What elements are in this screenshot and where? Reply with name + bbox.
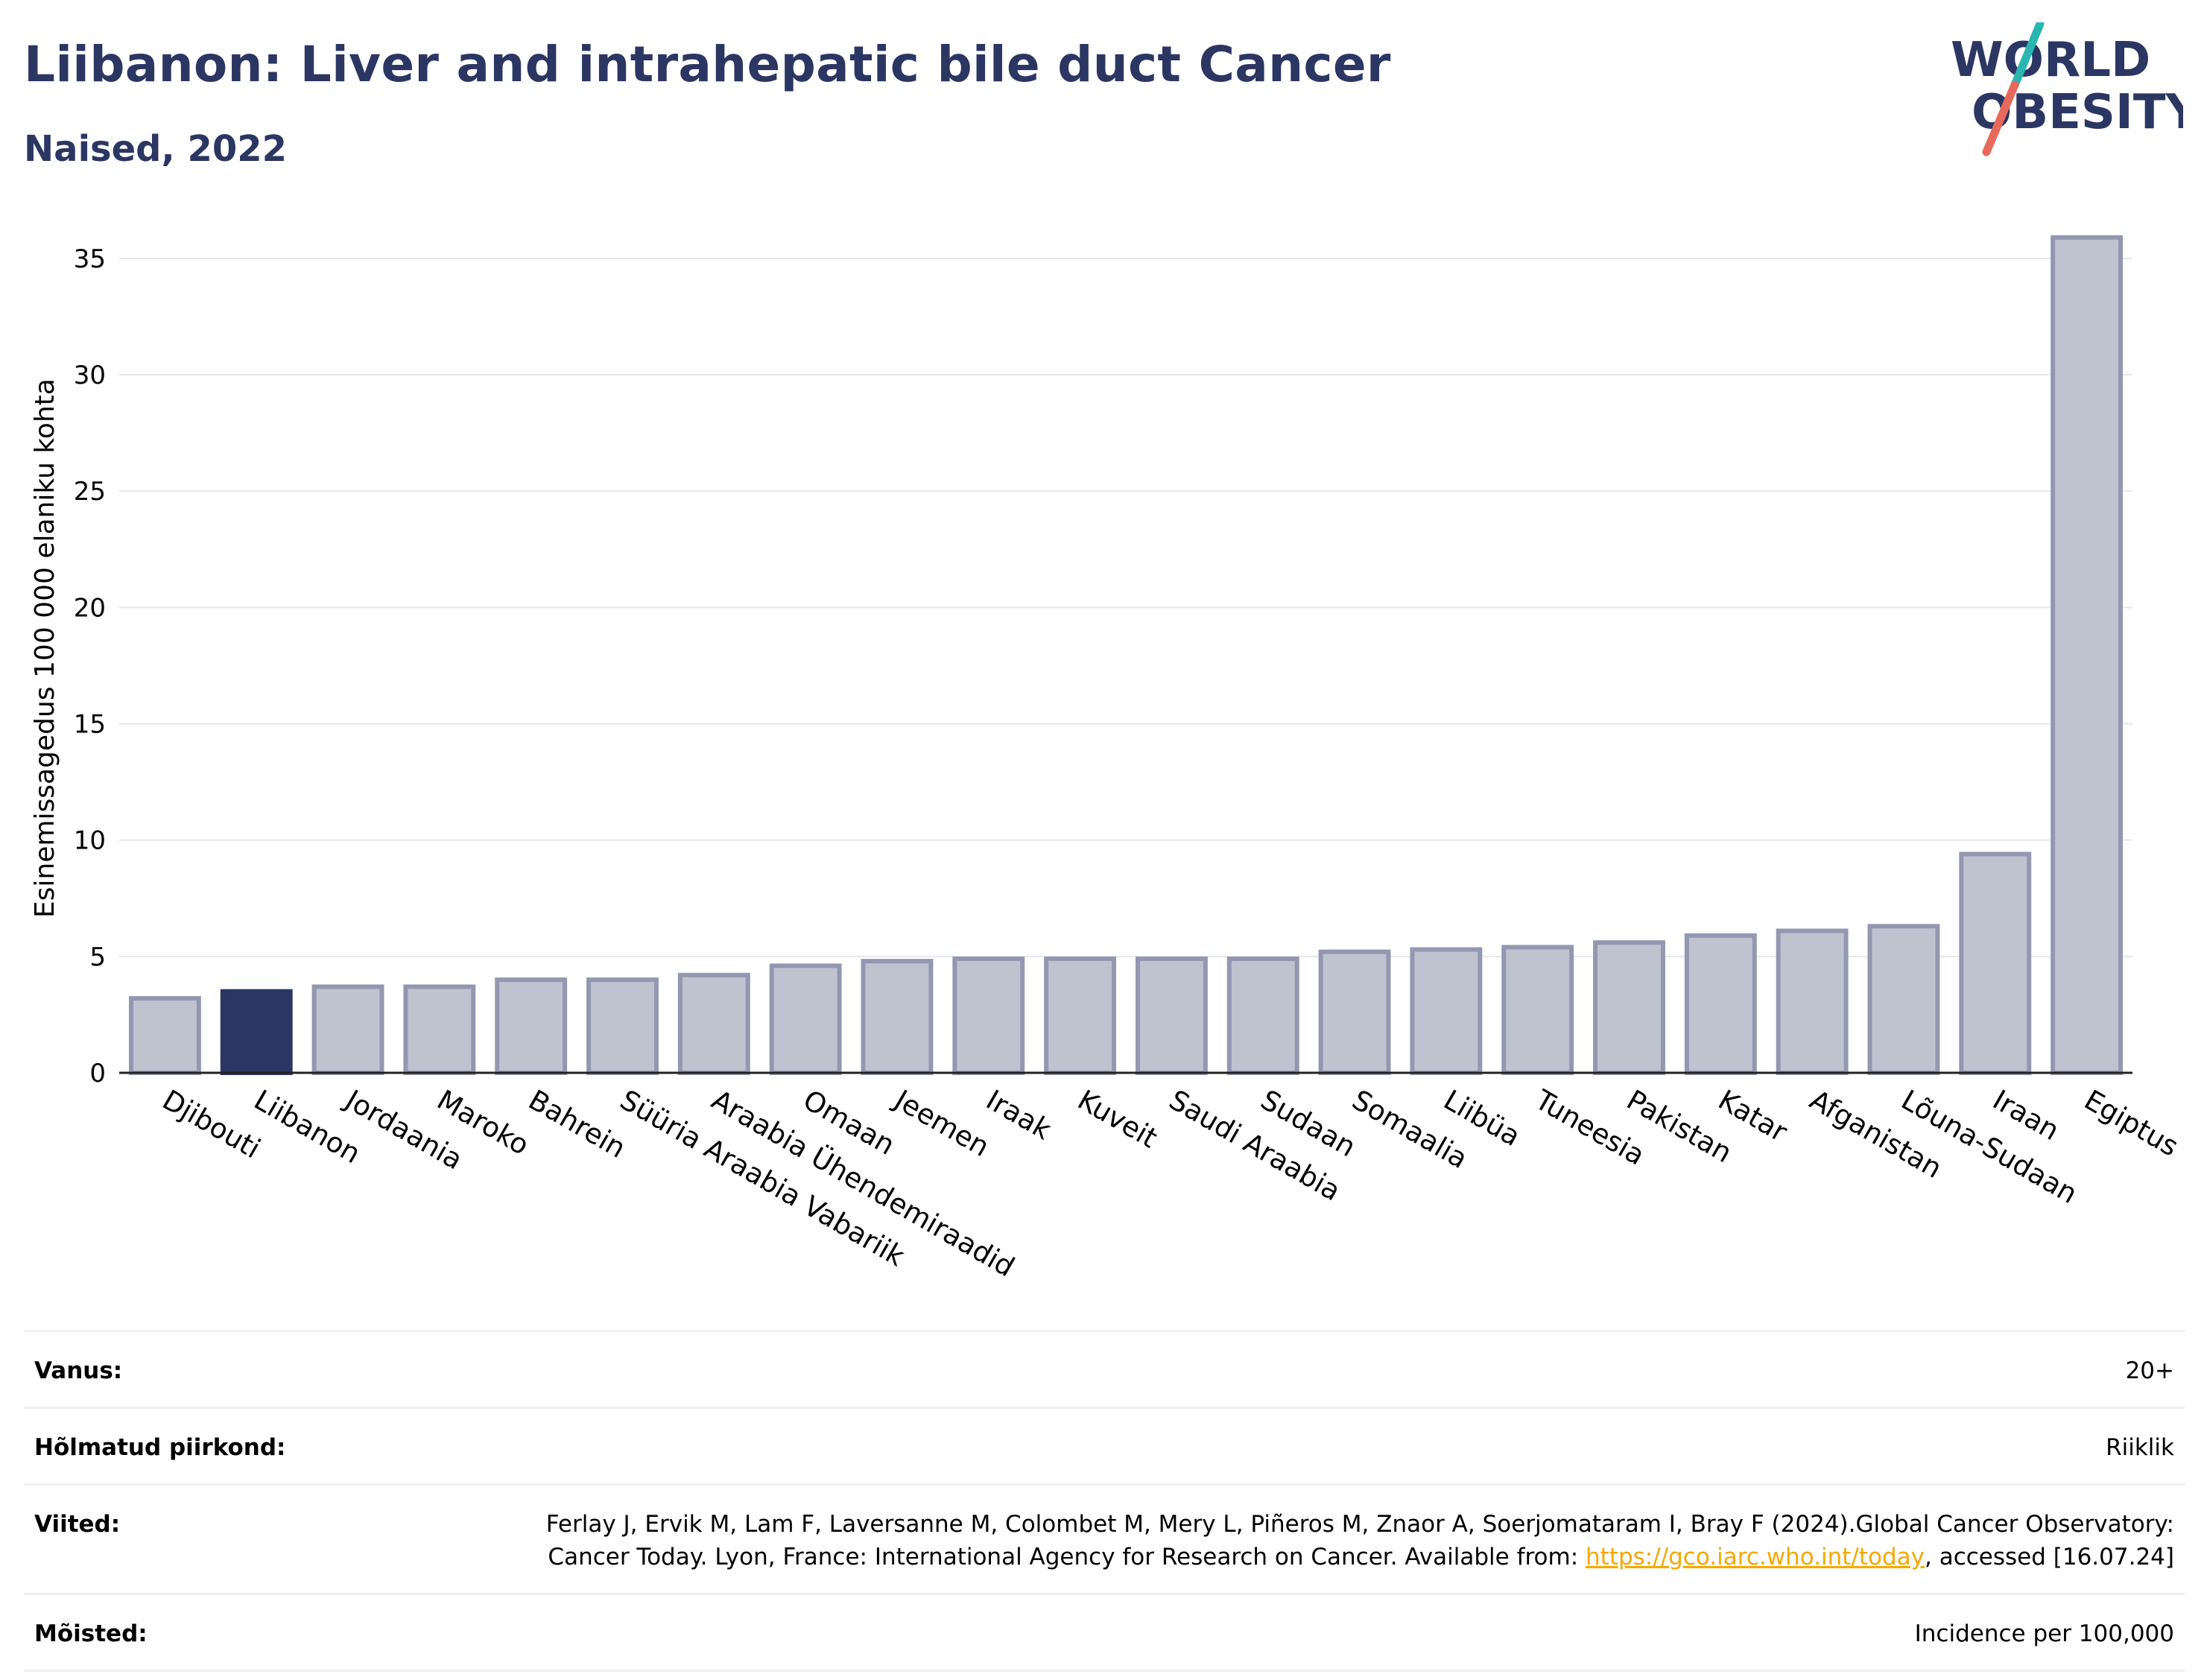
info-row-references: Viited: Ferlay J, Ervik M, Lam F, Lavers… [24,1483,2185,1593]
bar-pakistan [1593,940,1665,1076]
bar-tuneesia [1501,945,1574,1075]
region-value: Riiklik [2106,1434,2174,1461]
y-tick-label: 5 [89,942,106,972]
references-text: Ferlay J, Ervik M, Lam F, Laversanne M, … [545,1511,2174,1570]
info-table: Vanus: 20+ Hõlmatud piirkond: Riiklik Vi… [24,1330,2185,1672]
references-link[interactable]: https://gco.iarc.who.int/today [1586,1544,1925,1570]
bar-katar [1684,933,1757,1076]
y-tick-label: 25 [74,477,106,507]
chart-title: Liibanon: Liver and intrahepatic bile du… [24,36,1391,93]
definitions-label: Mõisted: [34,1620,148,1647]
references-value: Ferlay J, Ervik M, Lam F, Laversanne M, … [535,1508,2174,1573]
bar-bahrein [495,977,568,1075]
bar-chart: 0 5 10 15 20 25 30 35 DjiboutiLiibanonJordaania… [30,235,2184,1284]
bar-jeemen [861,959,934,1075]
bar-egiptus [2051,235,2124,1075]
y-tick-label: 20 [74,593,106,623]
age-label: Vanus: [34,1357,123,1384]
x-tick-label: Jeemen [888,1083,995,1164]
bar-afganistan [1776,928,1849,1076]
y-tick-label: 30 [74,361,106,390]
logo-slash-bottom [1982,80,2019,156]
bar-jordaania [311,984,384,1075]
bar-lõuna-sudaan [1867,924,1940,1076]
logo-text-world: WORLD [1951,33,2150,88]
info-row-definitions: Mõisted: Incidence per 100,000 [24,1593,2185,1672]
logo-slash-top [2010,22,2045,89]
bar-liibanon [220,989,293,1076]
x-tick-label: Djibouti [157,1084,266,1165]
y-tick-label: 0 [89,1059,106,1088]
x-tick-label: Egiptus [2079,1084,2184,1163]
bar-omaan [769,963,842,1075]
bar-saudi-araabia [1135,956,1208,1075]
bar-kuveit [1044,956,1117,1075]
y-tick-label: 35 [74,244,106,274]
bar-somaalia [1318,949,1391,1075]
info-row-age: Vanus: 20+ [24,1330,2185,1407]
bar-maroko [403,984,476,1075]
bar-süüria-araabia-vabariik [586,977,659,1075]
y-axis-label: Esinemissagedus 100 000 elaniku kohta [30,378,60,918]
x-tick-labels: DjiboutiLiibanonJordaaniaMarokoBahreinSü… [157,1083,2184,1284]
y-tick-labels: 0 5 10 15 20 25 30 35 [74,244,106,1088]
bar-iraak [952,956,1025,1075]
bar-sudaan [1226,956,1299,1075]
x-tick-label: Kuveit [1072,1084,1162,1155]
references-label: Viited: [34,1511,121,1538]
bar-araabia-ühendemiraadid [677,972,750,1075]
bars [119,235,2132,1076]
grid-lines [119,257,2132,957]
chart-subtitle: Naised, 2022 [24,128,288,170]
region-label: Hõlmatud piirkond: [34,1434,286,1461]
bar-iraan [1959,852,2032,1076]
y-tick-label: 15 [74,710,106,740]
references-accessed: , accessed [16.07.24] [1924,1544,2174,1570]
bar-liibüa [1410,947,1483,1075]
definitions-value: Incidence per 100,000 [1914,1620,2174,1647]
y-tick-label: 10 [74,826,106,856]
info-row-region: Hõlmatud piirkond: Riiklik [24,1407,2185,1483]
x-tick-label: Bahrein [523,1084,631,1164]
world-obesity-logo: WORLD OBESITY [1951,22,2183,156]
age-value: 20+ [2125,1357,2174,1384]
bar-djibouti [128,996,201,1076]
